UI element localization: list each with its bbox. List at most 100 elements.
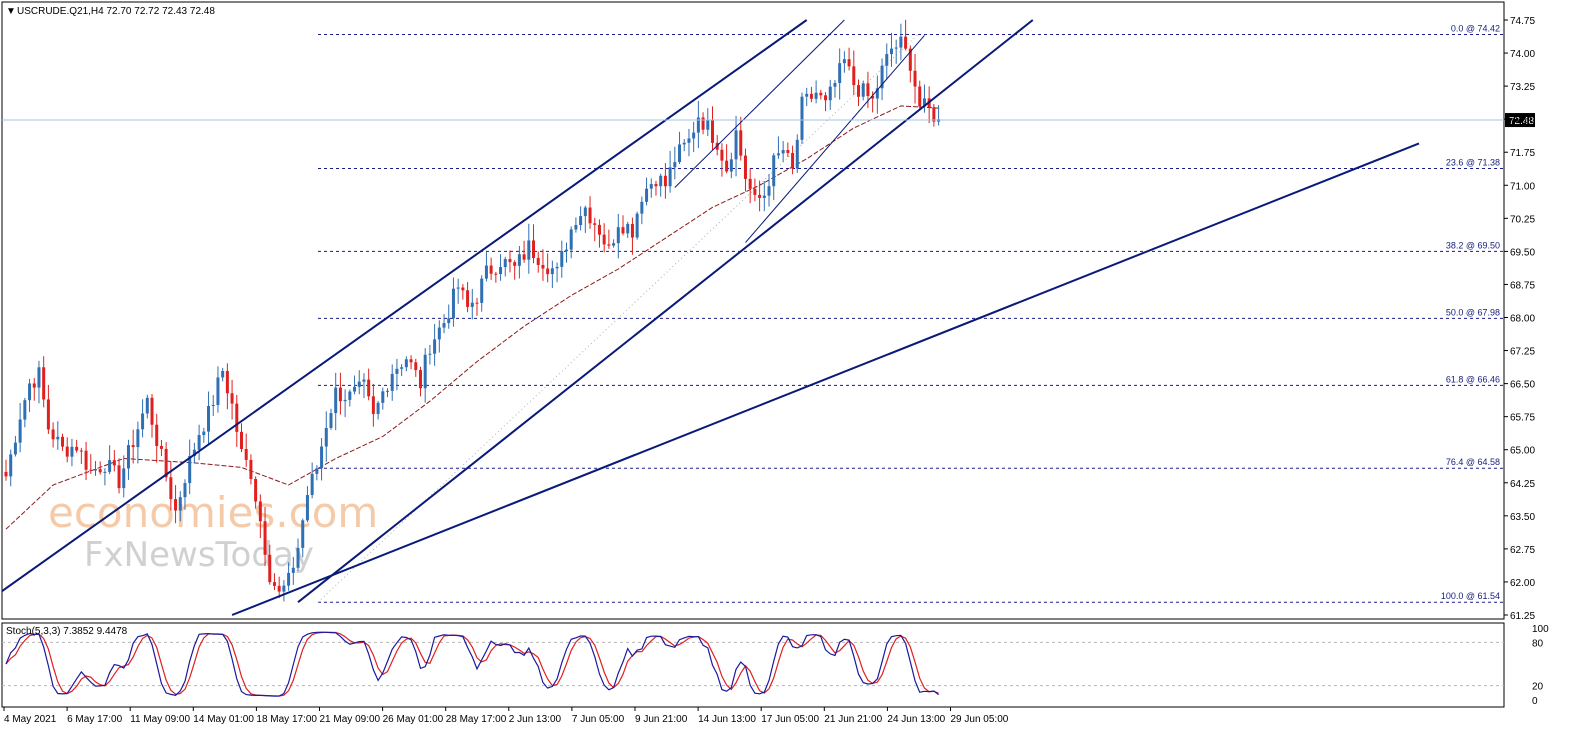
fib-level-label: 100.0 @ 61.54 — [1441, 591, 1500, 601]
trendlines[interactable] — [0, 19, 1420, 616]
candle-body — [715, 142, 719, 150]
candle-body — [367, 379, 371, 397]
candle-body — [682, 142, 686, 145]
main-plot-frame — [1, 1, 1505, 620]
candle-body — [922, 98, 926, 107]
time-tick-label: 11 May 09:00 — [130, 714, 190, 725]
candle-body — [371, 396, 375, 414]
candle-body — [607, 244, 611, 246]
candle-body — [84, 450, 88, 470]
candle-body — [795, 139, 799, 169]
stoch-header: Stoch(5,3,3) 7.3852 9.4478 — [6, 626, 128, 637]
price-tick-label: 74.75 — [1510, 16, 1535, 27]
candle-body — [414, 362, 418, 371]
candle-body — [640, 201, 644, 214]
candle-body — [418, 370, 422, 389]
candle-body — [819, 92, 823, 96]
candle-body — [315, 468, 319, 474]
candle-body — [791, 152, 795, 169]
stoch-tick-label: 0 — [1532, 696, 1538, 707]
stoch-tick-label: 20 — [1532, 682, 1544, 693]
candle-body — [37, 367, 41, 388]
candle-body — [155, 424, 159, 446]
price-tick-label: 62.00 — [1510, 578, 1535, 589]
candle-body — [89, 469, 93, 471]
candle-body — [673, 162, 677, 168]
candle-body — [305, 495, 309, 521]
stoch-plot-frame — [1, 622, 1505, 708]
candle-body — [433, 339, 437, 354]
trendline — [745, 35, 925, 243]
candle-body — [499, 267, 503, 275]
candle-body — [235, 403, 239, 432]
candle-body — [932, 107, 936, 122]
price-tick-label: 72.50 — [1510, 115, 1535, 126]
fib-level-label: 61.8 @ 66.46 — [1446, 374, 1500, 384]
candle-body — [659, 175, 663, 187]
candle-body — [480, 278, 484, 303]
candle-body — [466, 290, 470, 307]
candle-body — [532, 240, 536, 258]
candle-body — [28, 383, 32, 401]
price-tick-label: 71.00 — [1510, 181, 1535, 192]
candle-body — [663, 175, 667, 187]
stoch-signal-line — [5, 631, 939, 697]
candle-body — [503, 259, 507, 268]
candle-body — [75, 446, 79, 451]
candle-body — [475, 302, 479, 304]
candle-body — [122, 468, 126, 489]
candle-body — [899, 36, 903, 48]
candle-body — [268, 554, 272, 583]
price-tick-label: 63.50 — [1510, 512, 1535, 523]
collapse-arrow-icon[interactable]: ▼ — [6, 6, 16, 17]
time-tick-label: 9 Jun 21:00 — [635, 714, 688, 725]
candle-body — [42, 367, 46, 400]
candle-body — [762, 195, 766, 198]
price-tick-label: 64.25 — [1510, 479, 1535, 490]
fib-level-label: 38.2 @ 69.50 — [1446, 240, 1500, 250]
candle-body — [880, 65, 884, 89]
stoch-main-line — [5, 631, 939, 697]
candle-body — [386, 390, 390, 392]
candle-body — [489, 265, 493, 274]
candle-body — [772, 155, 776, 187]
candle-body — [79, 450, 83, 452]
candle-body — [225, 370, 229, 394]
candle-body — [141, 413, 145, 430]
candle-body — [103, 471, 107, 473]
candle-body — [696, 117, 700, 133]
candle-body — [513, 262, 517, 266]
candle-body — [178, 497, 182, 511]
candle-body — [720, 149, 724, 161]
candle-body — [192, 449, 196, 457]
candle-body — [842, 59, 846, 64]
time-tick-label: 14 Jun 13:00 — [698, 714, 756, 725]
candle-body — [9, 454, 13, 477]
time-tick-label: 17 Jun 05:00 — [761, 714, 819, 725]
candle-body — [310, 473, 314, 496]
candle-body — [597, 224, 601, 235]
candle-body — [579, 216, 583, 226]
candle-body — [800, 96, 804, 140]
candle-body — [357, 381, 361, 387]
candle-body — [602, 234, 606, 245]
candle-body — [470, 302, 474, 307]
candle-body — [277, 585, 281, 592]
candle-body — [588, 207, 592, 224]
candle-body — [678, 144, 682, 163]
candle-body — [287, 572, 291, 586]
candle-body — [258, 501, 262, 522]
candle-body — [734, 130, 738, 160]
candle-body — [221, 370, 225, 378]
candle-body — [216, 377, 220, 405]
candle-body — [301, 520, 305, 548]
candle-body — [630, 223, 634, 238]
candle-body — [776, 153, 780, 156]
watermark-line1: economies.com — [48, 488, 378, 537]
candle-body — [51, 429, 55, 440]
time-tick-label: 4 May 2021 — [4, 714, 57, 725]
candle-body — [338, 387, 342, 402]
candle-body — [65, 446, 69, 457]
candle-body — [447, 318, 451, 324]
